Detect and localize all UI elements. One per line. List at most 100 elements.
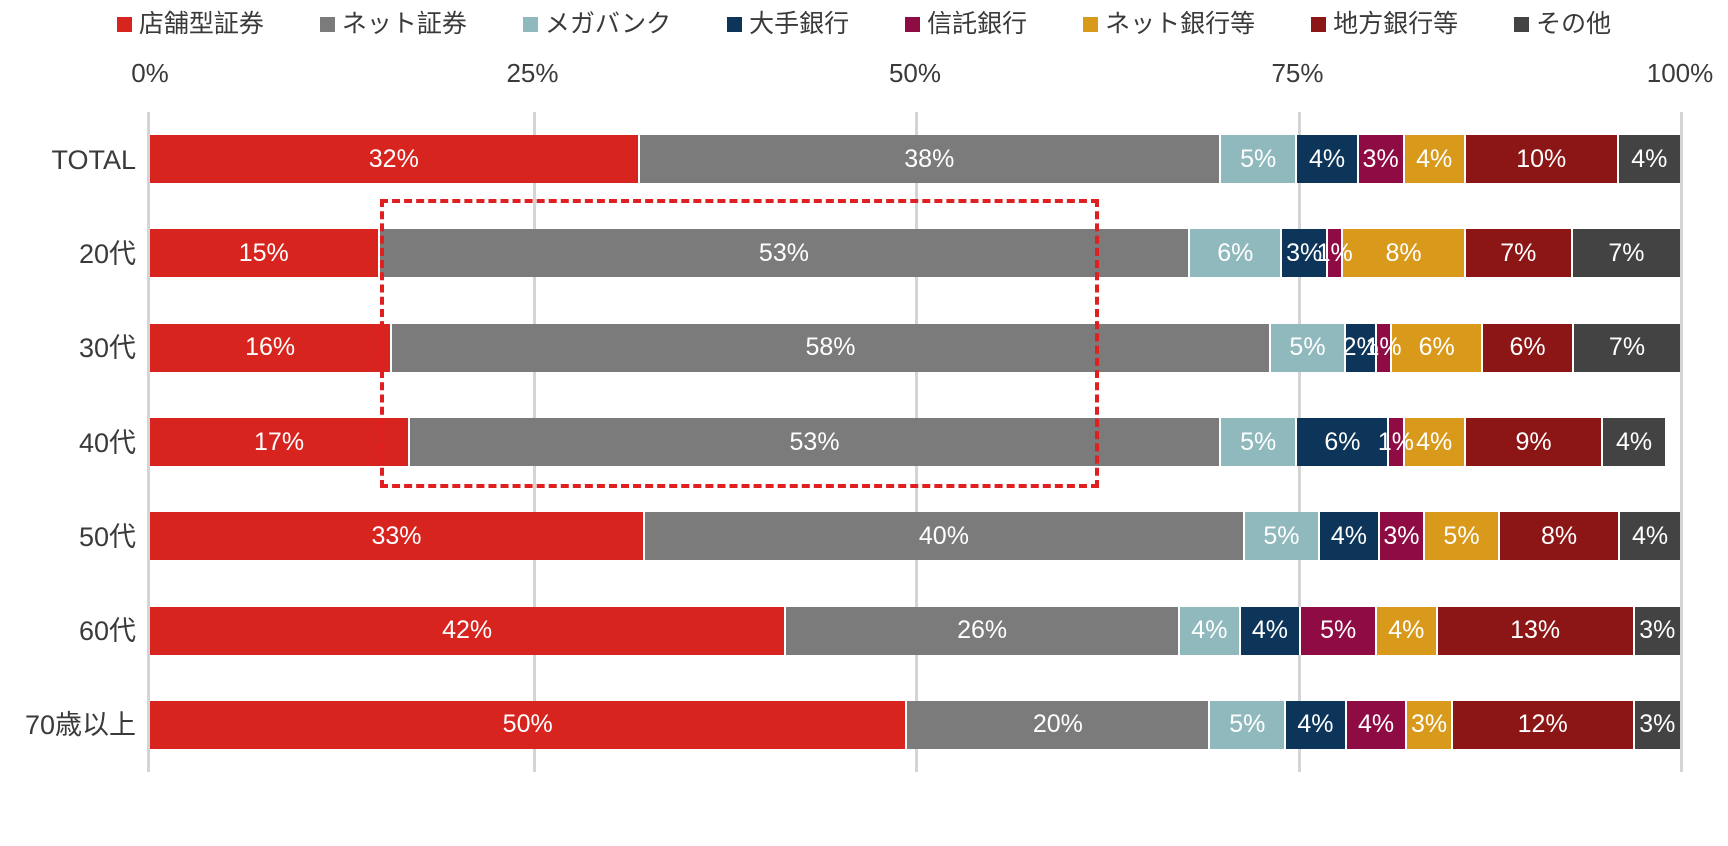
legend-item-5[interactable]: ネット銀行等 xyxy=(1083,11,1255,37)
bar-segment-店舗型証券[interactable]: 15% xyxy=(150,229,380,278)
bar-segment-その他[interactable]: 3% xyxy=(1634,606,1680,655)
bar-segment-value-label: 3% xyxy=(1410,710,1448,739)
bar-segment-メガバンク[interactable]: 5% xyxy=(1210,700,1287,749)
bar-segment-value-label: 4% xyxy=(1330,521,1368,550)
bar-segment-その他[interactable]: 4% xyxy=(1603,418,1665,466)
bar-segment-value-label: 2% xyxy=(1342,333,1379,362)
bar-segment-value-label: 20% xyxy=(1032,710,1083,739)
bar-row-60代: 42% 26% 4% 4% 5% 4% 13% 3% xyxy=(150,606,1680,655)
bar-segment-value-label: 5% xyxy=(1320,616,1357,645)
bar-segment-value-label: 3% xyxy=(1362,144,1399,173)
x-tick-label: 100% xyxy=(1646,58,1714,88)
bar-segment-ネット証券[interactable]: 40% xyxy=(644,512,1245,561)
bar-segment-店舗型証券[interactable]: 50% xyxy=(150,700,908,749)
legend-item-label: 大手銀行 xyxy=(749,9,850,38)
x-tick-label: 25% xyxy=(506,58,559,88)
bar-segment-信託銀行[interactable]: 3% xyxy=(1358,135,1405,184)
bar-segment-value-label: 13% xyxy=(1510,616,1561,645)
bar-segment-店舗型証券[interactable]: 33% xyxy=(150,512,645,561)
bar-segment-メガバンク[interactable]: 6% xyxy=(1190,229,1283,278)
chart-legend: 店舗型証券 ネット証券 メガバンク 大手銀行 信託銀行 ネット銀行等 地方銀行等 その他 xyxy=(0,0,1728,48)
bar-segment-value-label: 4% xyxy=(1631,144,1668,173)
legend-item-4[interactable]: 信託銀行 xyxy=(905,11,1027,37)
legend-item-label: 店舗型証券 xyxy=(138,9,264,38)
bar-segment-ネット証券[interactable]: 20% xyxy=(907,700,1211,749)
bar-segment-地方銀行等[interactable]: 8% xyxy=(1500,512,1621,561)
bar-segment-大手銀行[interactable]: 3% xyxy=(1282,229,1329,278)
bar-segment-ネット銀行等[interactable]: 4% xyxy=(1404,418,1466,466)
bar-segment-ネット銀行等[interactable]: 8% xyxy=(1343,229,1466,278)
bar-segment-value-label: 4% xyxy=(1388,616,1425,645)
legend-item-6[interactable]: 地方銀行等 xyxy=(1311,11,1458,37)
bar-segment-ネット銀行等[interactable]: 4% xyxy=(1404,135,1466,184)
bar-segment-地方銀行等[interactable]: 13% xyxy=(1437,606,1635,655)
gridline xyxy=(1680,112,1683,772)
bar-segment-地方銀行等[interactable]: 10% xyxy=(1465,135,1619,184)
bar-segment-その他[interactable]: 4% xyxy=(1618,135,1680,184)
bar-segment-信託銀行[interactable]: 1% xyxy=(1378,418,1414,466)
bar-segment-その他[interactable]: 3% xyxy=(1634,700,1680,749)
bar-segment-value-label: 5% xyxy=(1229,710,1266,739)
bar-segment-value-label: 38% xyxy=(904,144,955,173)
bar-segment-店舗型証券[interactable]: 17% xyxy=(150,418,411,466)
bar-segment-value-label: 3% xyxy=(1639,616,1676,645)
bar-segment-ネット証券[interactable]: 53% xyxy=(379,229,1191,278)
bar-segment-メガバンク[interactable]: 5% xyxy=(1244,512,1320,561)
bar-segment-メガバンク[interactable]: 5% xyxy=(1220,135,1298,184)
bar-segment-value-label: 4% xyxy=(1615,427,1653,456)
legend-item-label: メガバンク xyxy=(544,9,672,38)
bar-segment-信託銀行[interactable]: 3% xyxy=(1379,512,1425,561)
bar-segment-ネット証券[interactable]: 38% xyxy=(639,135,1221,184)
bar-segment-value-label: 5% xyxy=(1289,333,1326,362)
category-label-TOTAL: TOTAL xyxy=(51,144,136,175)
bar-segment-メガバンク[interactable]: 5% xyxy=(1270,323,1347,372)
legend-item-1[interactable]: ネット証券 xyxy=(319,11,467,37)
bar-segment-ネット銀行等[interactable]: 3% xyxy=(1407,700,1453,749)
bar-segment-その他[interactable]: 7% xyxy=(1572,229,1680,278)
bar-segment-信託銀行[interactable]: 5% xyxy=(1301,606,1378,655)
bar-segment-大手銀行[interactable]: 4% xyxy=(1286,700,1347,749)
bar-segment-地方銀行等[interactable]: 9% xyxy=(1465,418,1604,466)
bar-segment-value-label: 12% xyxy=(1517,710,1568,739)
bar-segment-地方銀行等[interactable]: 6% xyxy=(1483,323,1574,372)
legend-item-0[interactable]: 店舗型証券 xyxy=(116,9,264,38)
bar-segment-value-label: 6% xyxy=(1217,238,1254,267)
bar-segment-信託銀行[interactable]: 1% xyxy=(1366,323,1402,372)
bar-segment-大手銀行[interactable]: 4% xyxy=(1297,135,1359,184)
bar-segment-その他[interactable]: 4% xyxy=(1620,512,1681,561)
bar-segment-大手銀行[interactable]: 6% xyxy=(1297,418,1390,466)
bar-segment-ネット銀行等[interactable]: 6% xyxy=(1392,323,1484,372)
legend-item-3[interactable]: 大手銀行 xyxy=(727,9,850,38)
bar-segment-value-label: 5% xyxy=(1443,521,1480,550)
bar-segment-店舗型証券[interactable]: 32% xyxy=(150,135,640,184)
bar-segment-地方銀行等[interactable]: 7% xyxy=(1465,229,1573,278)
bar-segment-地方銀行等[interactable]: 12% xyxy=(1452,700,1635,749)
bar-segment-大手銀行[interactable]: 4% xyxy=(1240,606,1302,655)
bar-segment-value-label: 4% xyxy=(1251,616,1289,645)
bar-segment-value-label: 5% xyxy=(1240,144,1277,173)
legend-item-7[interactable]: その他 xyxy=(1514,11,1611,37)
bar-segment-その他[interactable]: 7% xyxy=(1574,323,1680,372)
bar-segment-ネット銀行等[interactable]: 4% xyxy=(1377,606,1438,655)
bar-segment-メガバンク[interactable]: 4% xyxy=(1180,606,1241,655)
bar-segment-メガバンク[interactable]: 5% xyxy=(1220,418,1298,466)
bar-row-50代: 33% 40% 5% 4% 3% 5% 8% 4% xyxy=(150,512,1681,561)
y-axis-line xyxy=(147,112,150,772)
bar-segment-大手銀行[interactable]: 2% xyxy=(1342,323,1379,372)
bar-segment-信託銀行[interactable]: 4% xyxy=(1346,700,1408,749)
legend-item-2[interactable]: メガバンク xyxy=(522,9,672,38)
bar-segment-ネット証券[interactable]: 53% xyxy=(410,418,1221,466)
bar-row-30代: 16% 58% 5% 2% 1% 6% 6% 7% xyxy=(150,323,1680,372)
bar-segment-大手銀行[interactable]: 4% xyxy=(1319,512,1380,561)
legend-swatch-icon xyxy=(1083,16,1099,32)
bar-segment-信託銀行[interactable]: 1% xyxy=(1317,229,1353,278)
bar-segment-店舗型証券[interactable]: 42% xyxy=(150,606,787,655)
bar-segment-店舗型証券[interactable]: 16% xyxy=(150,323,393,372)
bar-segment-value-label: 8% xyxy=(1540,521,1578,550)
bar-segment-ネット証券[interactable]: 58% xyxy=(392,323,1271,372)
bar-segment-ネット銀行等[interactable]: 5% xyxy=(1424,512,1501,561)
bar-segment-value-label: 4% xyxy=(1191,616,1228,645)
legend-swatch-icon xyxy=(116,16,132,32)
legend-swatch-icon xyxy=(319,16,335,32)
bar-segment-ネット証券[interactable]: 26% xyxy=(786,606,1181,655)
